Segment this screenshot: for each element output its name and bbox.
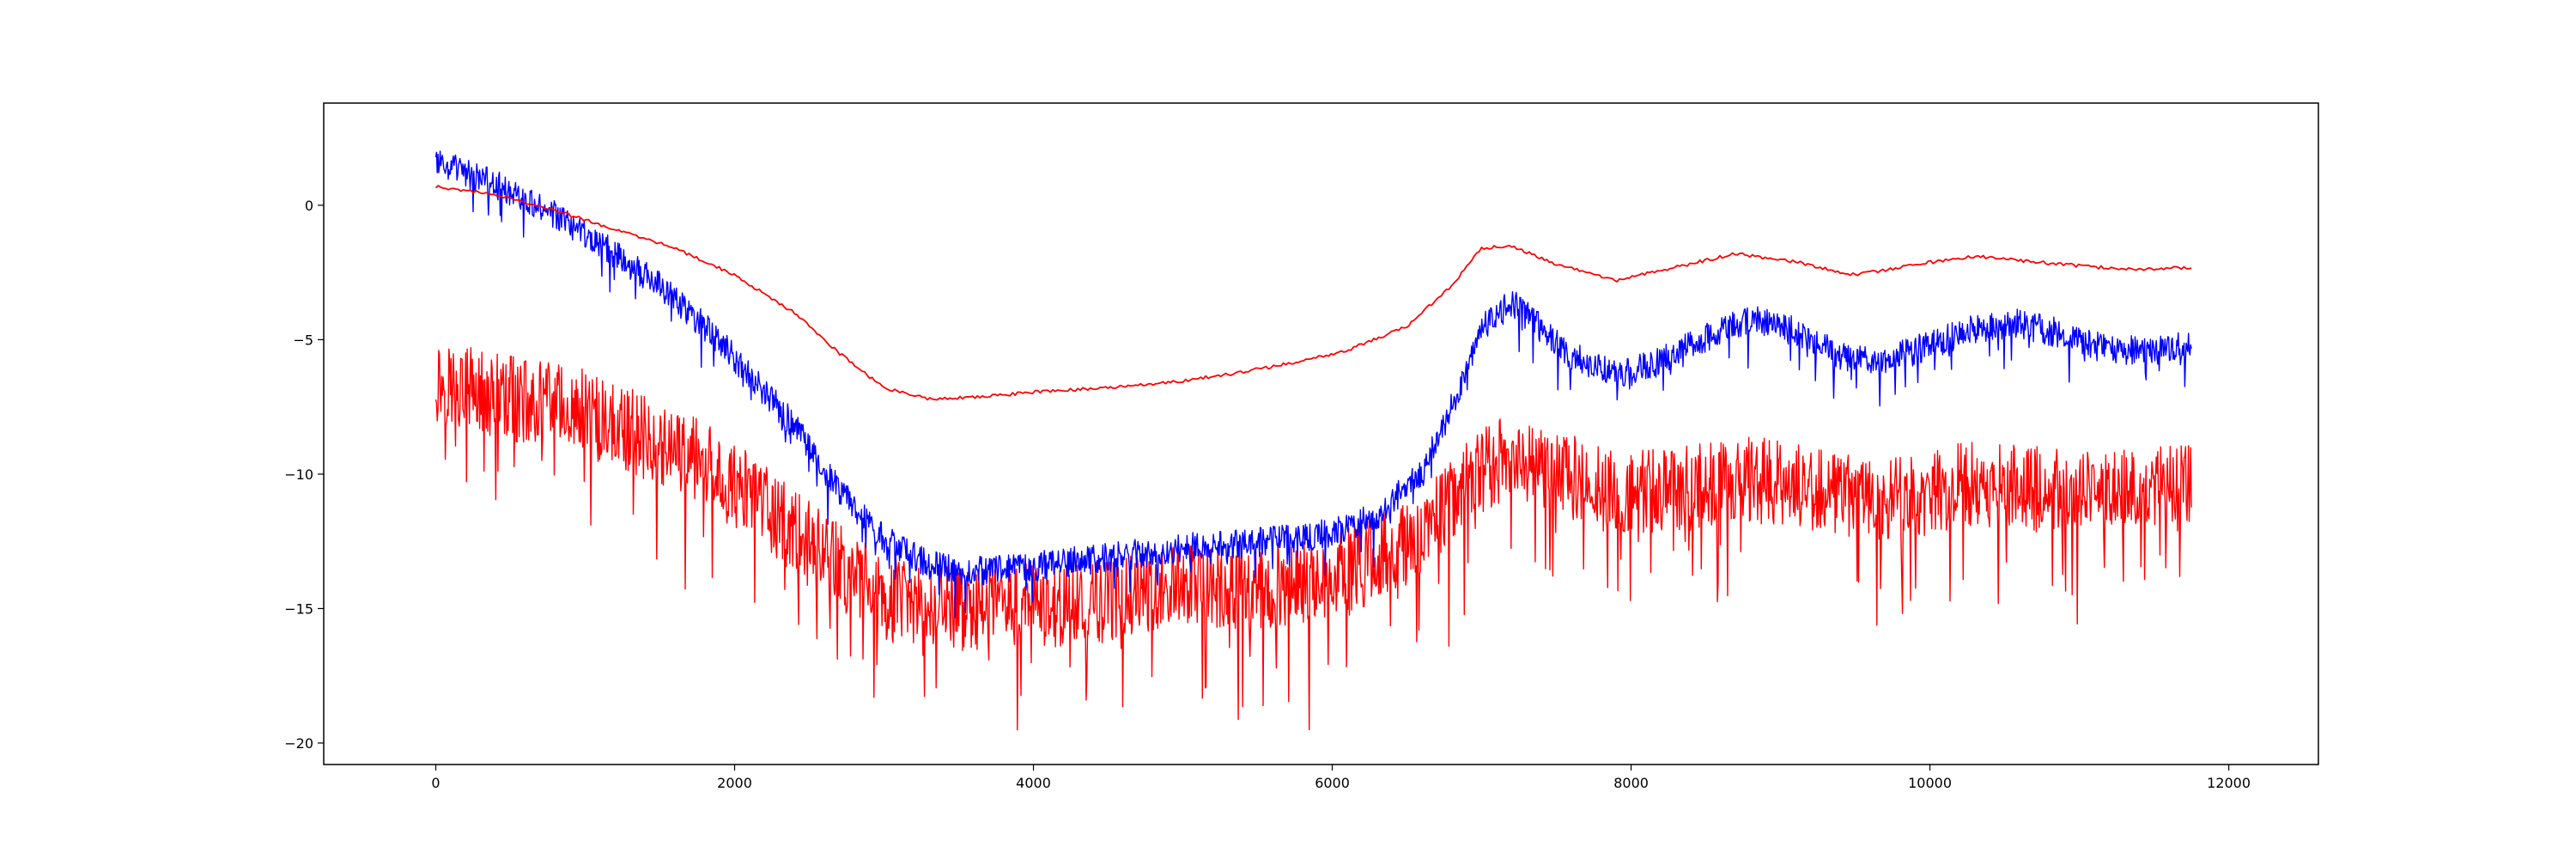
x-tick-label: 4000 <box>1016 775 1051 791</box>
x-tick-label: 8000 <box>1613 775 1649 791</box>
series-line-2 <box>434 150 2192 618</box>
y-tick-label: −10 <box>284 466 313 483</box>
x-tick-label: 10000 <box>1908 775 1952 791</box>
x-tick-label: 12000 <box>2207 775 2251 791</box>
axis-layer: 0 2000 4000 6000 8000 10000 12000 0 −5 −10 −15 −20 <box>284 198 2251 791</box>
y-tick-label: 0 <box>305 198 313 214</box>
y-tick-label: −20 <box>284 735 313 752</box>
series-line-3 <box>434 185 2192 401</box>
x-tick-label: 6000 <box>1315 775 1350 791</box>
y-tick-label: −5 <box>293 332 313 348</box>
series-line-1 <box>434 347 2192 731</box>
series-layer <box>434 150 2192 731</box>
x-tick-label: 0 <box>431 775 440 791</box>
plot-frame <box>323 102 2319 765</box>
y-tick-label: −15 <box>284 600 313 617</box>
x-tick-label: 2000 <box>717 775 752 791</box>
